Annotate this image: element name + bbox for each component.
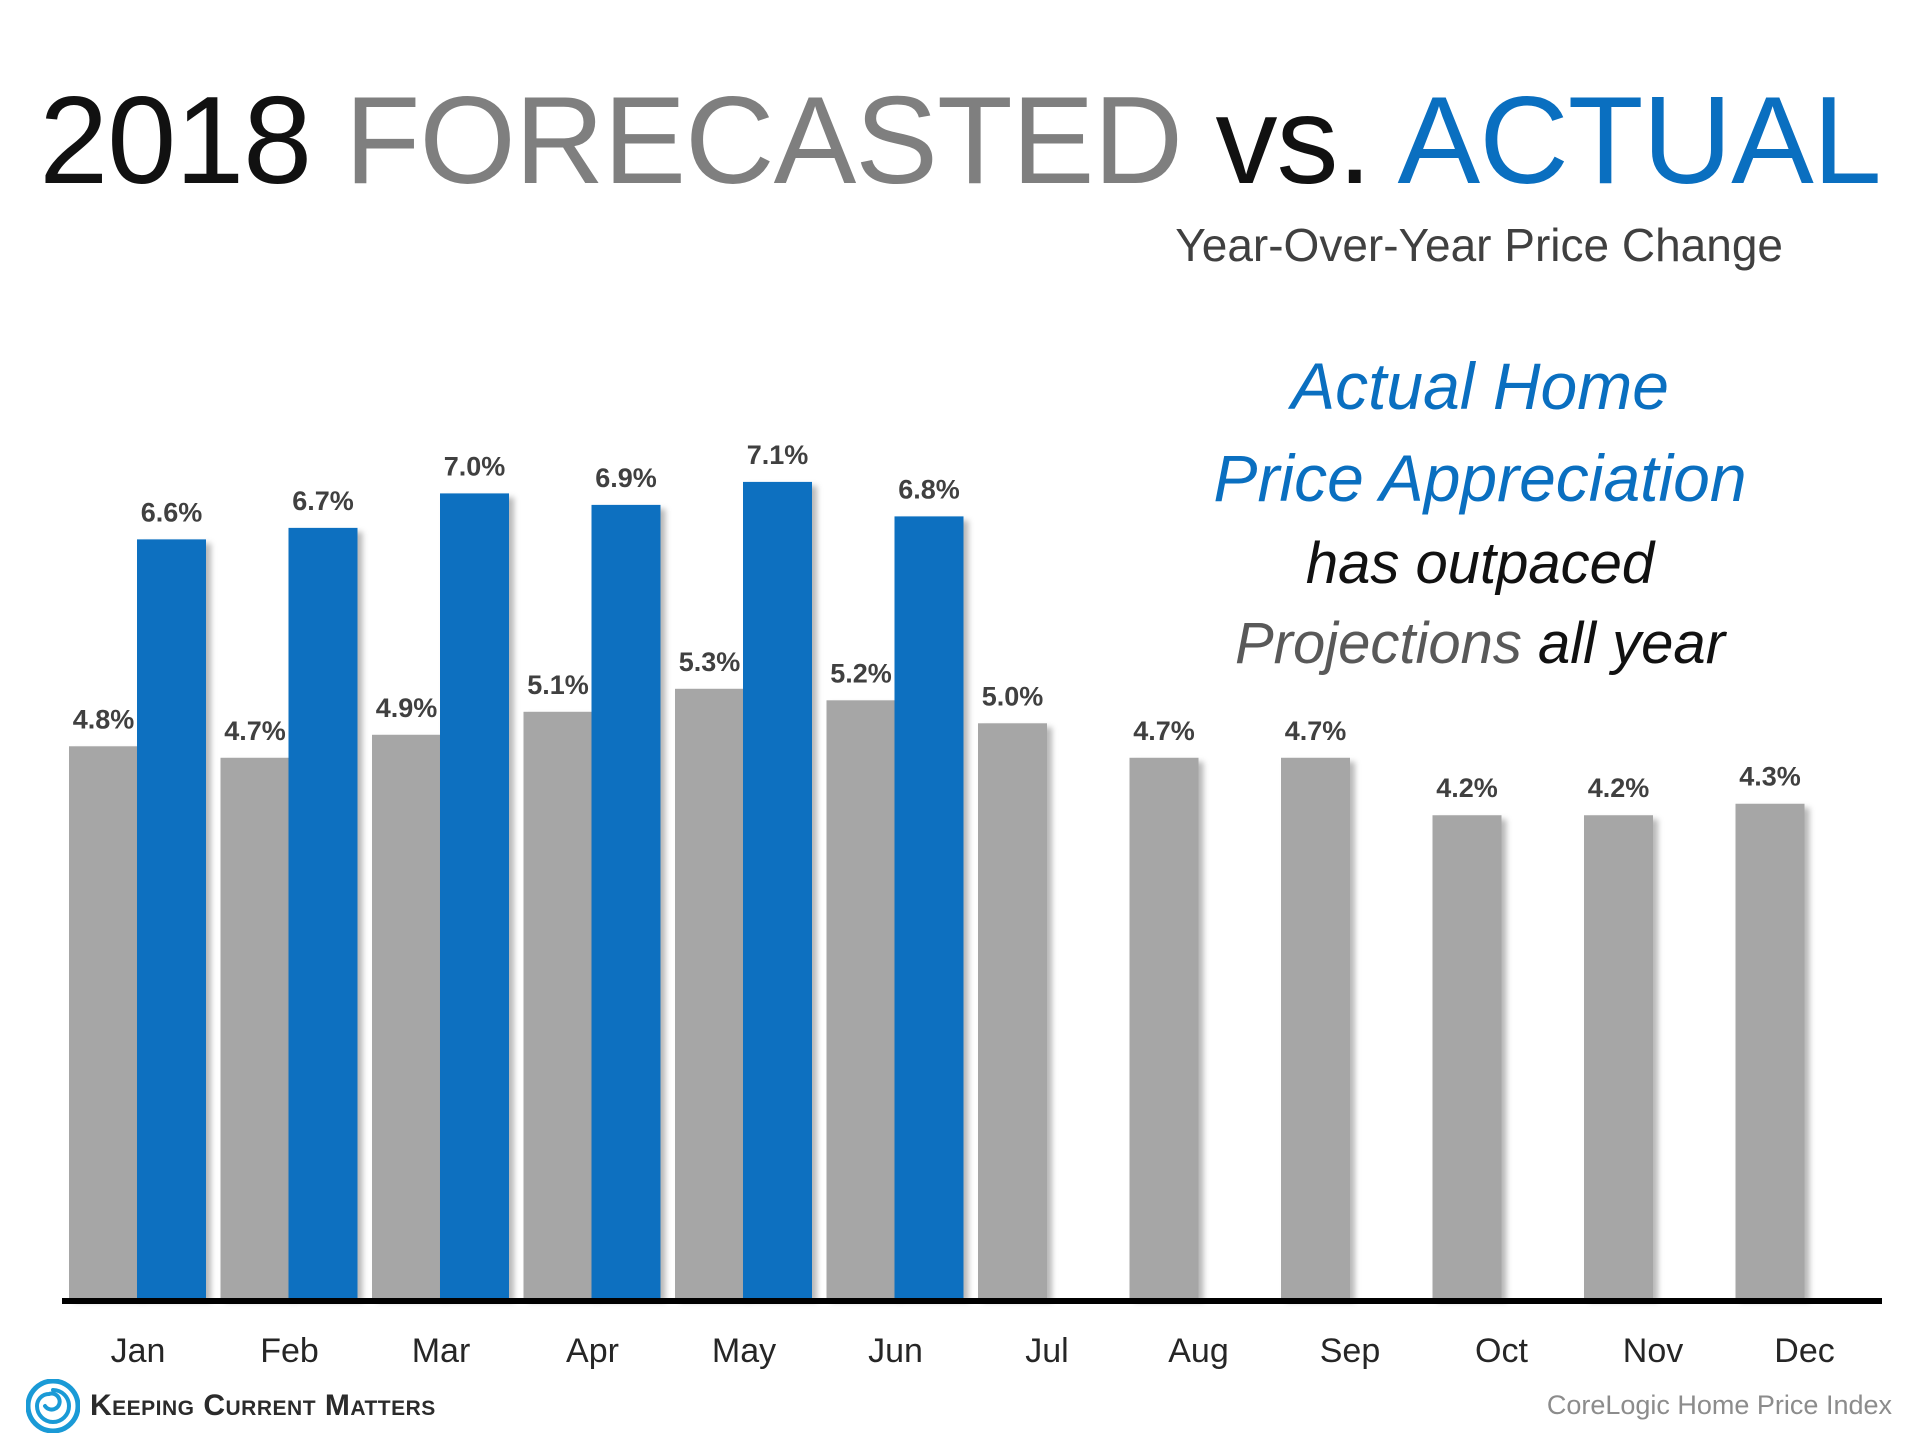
forecast-bar-aug <box>1129 757 1199 1298</box>
callout-all-year: all year <box>1538 611 1726 676</box>
month-label-nov: Nov <box>1623 1332 1683 1370</box>
month-label-may: May <box>712 1332 776 1370</box>
month-label-jun: Jun <box>868 1332 923 1370</box>
forecast-bar-may <box>675 688 744 1298</box>
forecast-label-mar: 4.9% <box>376 693 438 723</box>
forecast-bar-dec <box>1735 803 1805 1298</box>
forecast-bar-jul <box>978 723 1047 1298</box>
forecast-label-nov: 4.2% <box>1588 773 1650 803</box>
bar-labels-group: 4.8% 6.6% 4.7% 6.7% 4.9% 7.0% 5.1% 6.9% 5.3% 7.1%… <box>73 440 1801 803</box>
title-year: 2018 <box>39 72 312 210</box>
callout-text: Actual Home Price Appreciation has outpa… <box>1170 340 1790 684</box>
logo-text: Keeping Current Matters <box>90 1389 436 1422</box>
chart-subtitle: Year-Over-Year Price Change <box>1175 219 1783 271</box>
actual-bar-jun <box>894 516 964 1298</box>
actual-bar-mar <box>440 493 509 1298</box>
actual-bar-may <box>743 481 812 1298</box>
forecast-label-oct: 4.2% <box>1436 773 1498 803</box>
month-label-feb: Feb <box>260 1332 319 1370</box>
brand-logo: Keeping Current Matters <box>26 1378 436 1434</box>
chart-title: 2018 FORECASTED vs. ACTUAL <box>0 70 1920 213</box>
title-actual: ACTUAL <box>1397 72 1882 210</box>
actual-label-feb: 6.7% <box>292 486 354 516</box>
month-label-mar: Mar <box>412 1332 471 1370</box>
forecast-bar-oct <box>1432 815 1502 1298</box>
forecast-bar-jan <box>69 746 138 1298</box>
forecast-label-aug: 4.7% <box>1133 716 1195 746</box>
month-label-dec: Dec <box>1774 1332 1834 1370</box>
actual-label-may: 7.1% <box>747 440 809 470</box>
actual-bar-feb <box>288 527 358 1298</box>
forecast-label-jan: 4.8% <box>73 704 135 734</box>
callout-line-3: has outpaced <box>1305 531 1655 596</box>
callout-projections: Projections <box>1234 611 1522 676</box>
callout-line-4: Projections all year <box>1170 604 1790 684</box>
forecast-bar-nov <box>1584 815 1653 1298</box>
forecast-bar-apr <box>523 711 593 1298</box>
month-label-apr: Apr <box>566 1332 619 1370</box>
callout-line-1: Actual Home <box>1291 349 1669 423</box>
spiral-logo-icon <box>26 1379 80 1433</box>
forecast-bar-sep <box>1281 757 1350 1298</box>
callout-line-2: Price Appreciation <box>1213 441 1747 515</box>
forecast-bar-jun <box>826 700 896 1298</box>
forecast-bar-mar <box>372 734 441 1298</box>
forecast-label-feb: 4.7% <box>224 716 286 746</box>
actual-bar-apr <box>591 504 661 1298</box>
forecast-label-apr: 5.1% <box>527 670 589 700</box>
source-note: CoreLogic Home Price Index <box>1546 1390 1892 1420</box>
month-label-sep: Sep <box>1320 1332 1381 1370</box>
title-forecasted: FORECASTED <box>344 72 1183 210</box>
month-label-oct: Oct <box>1475 1332 1528 1370</box>
actual-bar-jan <box>137 539 206 1298</box>
forecast-label-jul: 5.0% <box>982 681 1044 711</box>
forecast-label-sep: 4.7% <box>1285 716 1347 746</box>
actual-label-mar: 7.0% <box>444 451 506 481</box>
forecast-label-dec: 4.3% <box>1739 762 1801 792</box>
bars-group <box>69 481 1805 1298</box>
actual-label-apr: 6.9% <box>595 463 657 493</box>
month-label-aug: Aug <box>1168 1332 1229 1370</box>
forecast-label-may: 5.3% <box>679 647 741 677</box>
actual-label-jan: 6.6% <box>141 497 203 527</box>
month-labels-group: Jan Feb Mar Apr May Jun Jul Aug Sep Oct Nov Dec <box>111 1332 1835 1370</box>
forecast-bar-feb <box>220 757 290 1298</box>
month-label-jan: Jan <box>111 1332 166 1370</box>
actual-label-jun: 6.8% <box>898 474 960 504</box>
title-vs: vs. <box>1215 72 1371 210</box>
month-label-jul: Jul <box>1025 1332 1068 1370</box>
forecast-label-jun: 5.2% <box>830 658 892 688</box>
